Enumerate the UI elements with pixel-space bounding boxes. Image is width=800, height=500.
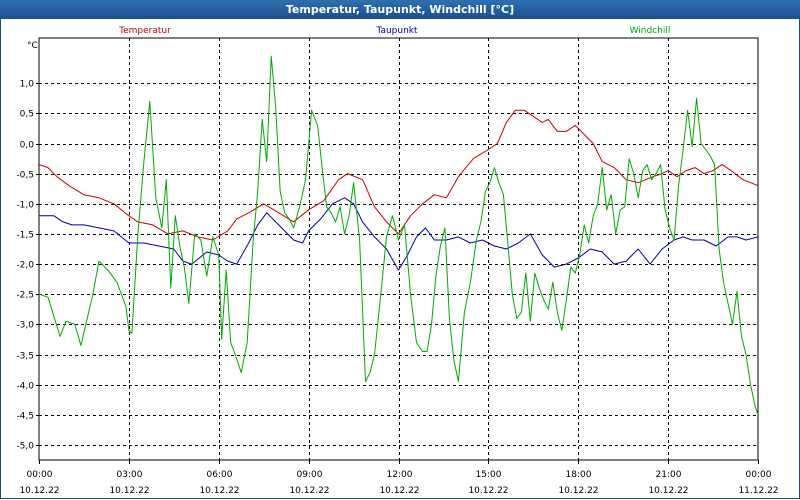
gridlines <box>39 38 758 460</box>
x-tick-date: 10.12.22 <box>558 486 598 496</box>
x-tick-time: 00:00 <box>27 470 53 480</box>
x-tick-date: 10.12.22 <box>109 486 149 496</box>
y-tick-label: -1,5 <box>16 231 34 241</box>
x-tick-date: 11.12.22 <box>738 486 778 496</box>
chart-title: Temperatur, Taupunkt, Windchill [°C] <box>0 0 800 19</box>
x-tick-date: 10.12.22 <box>379 486 419 496</box>
legend-label-taupunkt: Taupunkt <box>375 26 418 36</box>
y-tick-label: 0,0 <box>20 141 35 151</box>
x-tick-time: 09:00 <box>297 470 323 480</box>
y-tick-label: -5,0 <box>16 442 34 452</box>
y-tick-label: -4,5 <box>16 412 34 422</box>
legend-label-windchill: Windchill <box>630 26 671 36</box>
legend: Temperatur Taupunkt Windchill <box>118 26 670 36</box>
y-tick-label: -2,5 <box>16 291 34 301</box>
y-tick-label: -1,0 <box>16 201 34 211</box>
y-tick-label: -3,0 <box>16 321 34 331</box>
series-line-taupunkt <box>39 197 758 271</box>
plot-area <box>38 37 759 461</box>
x-tick-time: 00:00 <box>746 470 772 480</box>
series-line-temperatur <box>39 109 758 241</box>
y-axis: °C 1,0 0,5 0,0 -0,5 -1,0 -1,5 -2,0 -2,5 -3,0 -3,5… <box>16 41 39 452</box>
x-axis: 00:00 10.12.22 03:00 10.12.22 06:00 10.12.22 0… <box>19 460 779 496</box>
y-tick-label: -2,0 <box>16 261 34 271</box>
y-tick-label: -0,5 <box>16 171 34 181</box>
series-line-windchill <box>39 55 758 416</box>
x-tick-date: 10.12.22 <box>19 486 59 496</box>
x-tick-time: 18:00 <box>566 470 592 480</box>
y-tick-label: -4,0 <box>16 382 34 392</box>
x-tick-date: 10.12.22 <box>468 486 508 496</box>
x-tick-date: 10.12.22 <box>648 486 688 496</box>
y-tick-label: 1,0 <box>20 80 35 90</box>
x-tick-time: 03:00 <box>117 470 143 480</box>
x-tick-time: 12:00 <box>387 470 413 480</box>
x-tick-time: 06:00 <box>207 470 233 480</box>
y-tick-label: -3,5 <box>16 352 34 362</box>
y-tick-label: 0,5 <box>20 110 34 120</box>
x-tick-time: 15:00 <box>476 470 502 480</box>
x-tick-date: 10.12.22 <box>199 486 239 496</box>
x-tick-date: 10.12.22 <box>289 486 329 496</box>
x-tick-time: 21:00 <box>656 470 682 480</box>
series-lines <box>39 55 758 416</box>
legend-label-temperatur: Temperatur <box>118 26 171 36</box>
y-axis-unit: °C <box>27 41 38 51</box>
